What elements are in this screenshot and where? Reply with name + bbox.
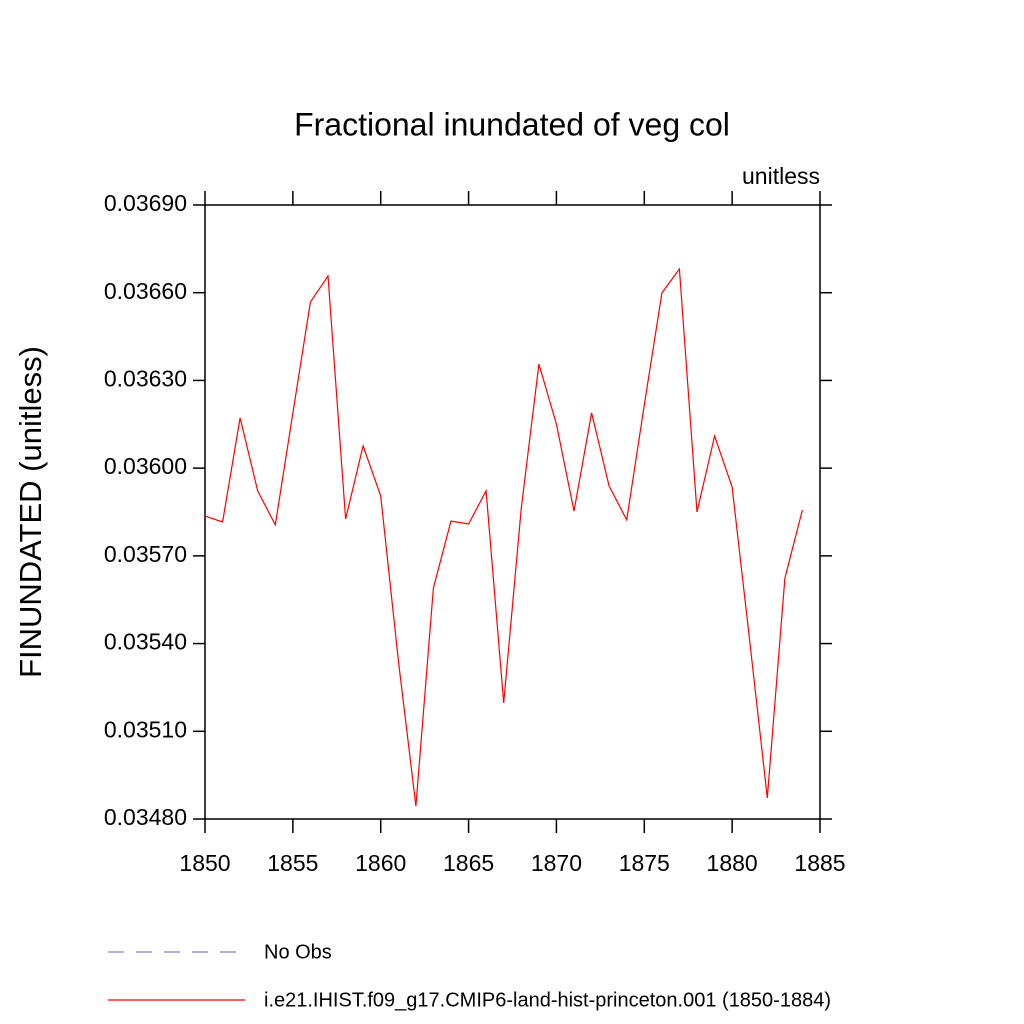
chart-title: Fractional inundated of veg col [294,106,730,142]
y-tick-label: 0.03660 [104,278,187,304]
x-tick-label: 1880 [707,850,758,876]
y-tick-label: 0.03600 [104,453,187,479]
y-tick-label: 0.03630 [104,366,187,392]
x-tick-label: 1870 [531,850,582,876]
y-tick-label: 0.03540 [104,629,187,655]
x-tick-label: 1875 [619,850,670,876]
legend-label: i.e21.IHIST.f09_g17.CMIP6-land-hist-prin… [264,989,831,1011]
y-axis-label: FINUNDATED (unitless) [13,346,48,678]
x-tick-label: 1855 [267,850,318,876]
x-tick-label: 1850 [179,850,230,876]
y-tick-label: 0.03510 [104,716,187,742]
x-tick-label: 1885 [794,850,845,876]
legend-label: No Obs [264,941,332,963]
chart-subtitle: unitless [742,163,820,189]
plot-frame [204,204,821,820]
x-tick-label: 1860 [355,850,406,876]
y-tick-label: 0.03690 [104,190,187,216]
data-line [204,267,803,807]
x-tick-label: 1865 [443,850,494,876]
y-tick-label: 0.03570 [104,541,187,567]
y-tick-label: 0.03480 [104,804,187,830]
